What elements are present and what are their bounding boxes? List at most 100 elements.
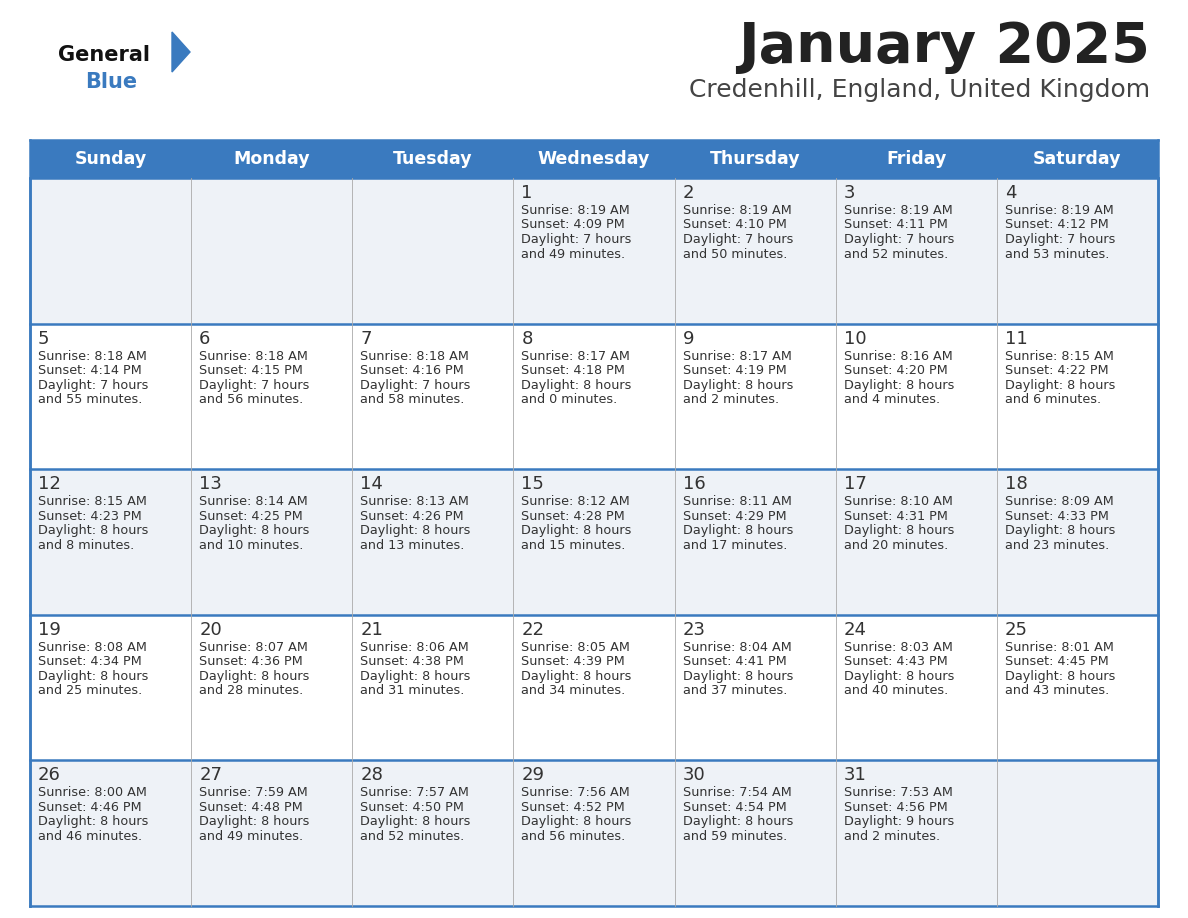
- Text: Sunrise: 8:07 AM: Sunrise: 8:07 AM: [200, 641, 308, 654]
- Text: Credenhill, England, United Kingdom: Credenhill, England, United Kingdom: [689, 78, 1150, 102]
- Text: Sunset: 4:26 PM: Sunset: 4:26 PM: [360, 509, 463, 522]
- Text: Sunrise: 8:10 AM: Sunrise: 8:10 AM: [843, 495, 953, 509]
- Text: and 2 minutes.: and 2 minutes.: [843, 830, 940, 843]
- Text: Sunrise: 8:09 AM: Sunrise: 8:09 AM: [1005, 495, 1113, 509]
- Text: Sunrise: 8:18 AM: Sunrise: 8:18 AM: [38, 350, 147, 363]
- Text: Sunset: 4:23 PM: Sunset: 4:23 PM: [38, 509, 141, 522]
- Text: Sunset: 4:11 PM: Sunset: 4:11 PM: [843, 218, 948, 231]
- Text: Daylight: 8 hours: Daylight: 8 hours: [360, 670, 470, 683]
- Text: 4: 4: [1005, 184, 1017, 202]
- Text: and 31 minutes.: and 31 minutes.: [360, 684, 465, 698]
- Text: Sunset: 4:25 PM: Sunset: 4:25 PM: [200, 509, 303, 522]
- Text: Sunrise: 8:04 AM: Sunrise: 8:04 AM: [683, 641, 791, 654]
- Text: and 46 minutes.: and 46 minutes.: [38, 830, 143, 843]
- Text: Sunset: 4:36 PM: Sunset: 4:36 PM: [200, 655, 303, 668]
- Text: 20: 20: [200, 621, 222, 639]
- Text: and 49 minutes.: and 49 minutes.: [200, 830, 303, 843]
- Text: and 55 minutes.: and 55 minutes.: [38, 393, 143, 406]
- Text: Daylight: 8 hours: Daylight: 8 hours: [843, 524, 954, 537]
- Text: Monday: Monday: [233, 150, 310, 168]
- Text: Sunrise: 8:14 AM: Sunrise: 8:14 AM: [200, 495, 308, 509]
- Text: Sunset: 4:09 PM: Sunset: 4:09 PM: [522, 218, 625, 231]
- Text: Daylight: 7 hours: Daylight: 7 hours: [843, 233, 954, 246]
- Text: 28: 28: [360, 767, 384, 784]
- Text: 11: 11: [1005, 330, 1028, 348]
- Text: Sunrise: 7:54 AM: Sunrise: 7:54 AM: [683, 787, 791, 800]
- Text: 23: 23: [683, 621, 706, 639]
- Text: Sunset: 4:50 PM: Sunset: 4:50 PM: [360, 800, 465, 814]
- Text: Sunrise: 8:13 AM: Sunrise: 8:13 AM: [360, 495, 469, 509]
- Text: and 43 minutes.: and 43 minutes.: [1005, 684, 1110, 698]
- Text: and 2 minutes.: and 2 minutes.: [683, 393, 778, 406]
- Text: Sunrise: 7:53 AM: Sunrise: 7:53 AM: [843, 787, 953, 800]
- Text: 12: 12: [38, 476, 61, 493]
- Text: and 52 minutes.: and 52 minutes.: [360, 830, 465, 843]
- Text: Tuesday: Tuesday: [393, 150, 473, 168]
- Text: 10: 10: [843, 330, 866, 348]
- Bar: [30, 615, 1158, 760]
- Text: Sunrise: 7:59 AM: Sunrise: 7:59 AM: [200, 787, 308, 800]
- Text: Sunset: 4:31 PM: Sunset: 4:31 PM: [843, 509, 948, 522]
- Text: Daylight: 8 hours: Daylight: 8 hours: [522, 378, 632, 392]
- Text: 18: 18: [1005, 476, 1028, 493]
- Text: Sunrise: 8:17 AM: Sunrise: 8:17 AM: [683, 350, 791, 363]
- Text: 31: 31: [843, 767, 866, 784]
- Text: Sunset: 4:33 PM: Sunset: 4:33 PM: [1005, 509, 1108, 522]
- Text: Sunrise: 8:19 AM: Sunrise: 8:19 AM: [1005, 204, 1113, 217]
- Text: and 53 minutes.: and 53 minutes.: [1005, 248, 1110, 261]
- Text: 26: 26: [38, 767, 61, 784]
- Text: and 59 minutes.: and 59 minutes.: [683, 830, 786, 843]
- Text: Sunset: 4:43 PM: Sunset: 4:43 PM: [843, 655, 948, 668]
- Text: and 25 minutes.: and 25 minutes.: [38, 684, 143, 698]
- Text: and 0 minutes.: and 0 minutes.: [522, 393, 618, 406]
- Text: Daylight: 8 hours: Daylight: 8 hours: [683, 815, 792, 828]
- Text: 21: 21: [360, 621, 384, 639]
- Text: and 50 minutes.: and 50 minutes.: [683, 248, 786, 261]
- Text: Daylight: 8 hours: Daylight: 8 hours: [200, 670, 310, 683]
- Text: Sunset: 4:12 PM: Sunset: 4:12 PM: [1005, 218, 1108, 231]
- Text: Sunset: 4:15 PM: Sunset: 4:15 PM: [200, 364, 303, 377]
- Text: Daylight: 7 hours: Daylight: 7 hours: [683, 233, 792, 246]
- Text: Sunset: 4:20 PM: Sunset: 4:20 PM: [843, 364, 948, 377]
- Text: Sunrise: 7:57 AM: Sunrise: 7:57 AM: [360, 787, 469, 800]
- Text: and 13 minutes.: and 13 minutes.: [360, 539, 465, 552]
- Text: 16: 16: [683, 476, 706, 493]
- Text: Daylight: 7 hours: Daylight: 7 hours: [1005, 233, 1116, 246]
- Text: Sunrise: 8:08 AM: Sunrise: 8:08 AM: [38, 641, 147, 654]
- Text: Daylight: 8 hours: Daylight: 8 hours: [1005, 670, 1116, 683]
- Text: Sunset: 4:34 PM: Sunset: 4:34 PM: [38, 655, 141, 668]
- Text: Sunset: 4:46 PM: Sunset: 4:46 PM: [38, 800, 141, 814]
- Text: and 40 minutes.: and 40 minutes.: [843, 684, 948, 698]
- Text: Sunrise: 8:06 AM: Sunrise: 8:06 AM: [360, 641, 469, 654]
- Text: Daylight: 7 hours: Daylight: 7 hours: [360, 378, 470, 392]
- Text: Daylight: 8 hours: Daylight: 8 hours: [360, 815, 470, 828]
- Text: 14: 14: [360, 476, 384, 493]
- Text: and 52 minutes.: and 52 minutes.: [843, 248, 948, 261]
- Text: and 4 minutes.: and 4 minutes.: [843, 393, 940, 406]
- Text: Sunrise: 8:19 AM: Sunrise: 8:19 AM: [522, 204, 630, 217]
- Text: and 6 minutes.: and 6 minutes.: [1005, 393, 1101, 406]
- Text: and 58 minutes.: and 58 minutes.: [360, 393, 465, 406]
- Text: Daylight: 8 hours: Daylight: 8 hours: [38, 670, 148, 683]
- Text: Sunrise: 8:18 AM: Sunrise: 8:18 AM: [200, 350, 308, 363]
- Text: Sunset: 4:54 PM: Sunset: 4:54 PM: [683, 800, 786, 814]
- Text: Daylight: 8 hours: Daylight: 8 hours: [683, 524, 792, 537]
- Text: Sunrise: 7:56 AM: Sunrise: 7:56 AM: [522, 787, 630, 800]
- Text: 29: 29: [522, 767, 544, 784]
- Text: 9: 9: [683, 330, 694, 348]
- Text: 17: 17: [843, 476, 866, 493]
- Text: January 2025: January 2025: [738, 20, 1150, 74]
- Text: 7: 7: [360, 330, 372, 348]
- Text: 25: 25: [1005, 621, 1028, 639]
- Text: Sunrise: 8:05 AM: Sunrise: 8:05 AM: [522, 641, 631, 654]
- Text: Sunset: 4:18 PM: Sunset: 4:18 PM: [522, 364, 625, 377]
- Text: Sunrise: 8:16 AM: Sunrise: 8:16 AM: [843, 350, 953, 363]
- Text: 6: 6: [200, 330, 210, 348]
- Text: Saturday: Saturday: [1034, 150, 1121, 168]
- Text: and 15 minutes.: and 15 minutes.: [522, 539, 626, 552]
- Text: Daylight: 8 hours: Daylight: 8 hours: [843, 670, 954, 683]
- Text: Daylight: 8 hours: Daylight: 8 hours: [522, 670, 632, 683]
- Text: Sunset: 4:39 PM: Sunset: 4:39 PM: [522, 655, 625, 668]
- Text: 8: 8: [522, 330, 532, 348]
- Text: General: General: [58, 45, 150, 65]
